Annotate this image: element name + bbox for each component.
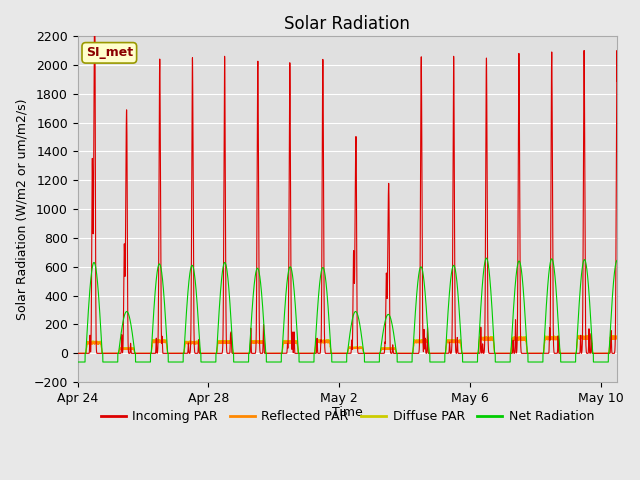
Y-axis label: Solar Radiation (W/m2 or um/m2/s): Solar Radiation (W/m2 or um/m2/s) [15,98,28,320]
X-axis label: Time: Time [332,407,363,420]
Legend: Incoming PAR, Reflected PAR, Diffuse PAR, Net Radiation: Incoming PAR, Reflected PAR, Diffuse PAR… [96,405,599,428]
Title: Solar Radiation: Solar Radiation [284,15,410,33]
Text: SI_met: SI_met [86,47,133,60]
